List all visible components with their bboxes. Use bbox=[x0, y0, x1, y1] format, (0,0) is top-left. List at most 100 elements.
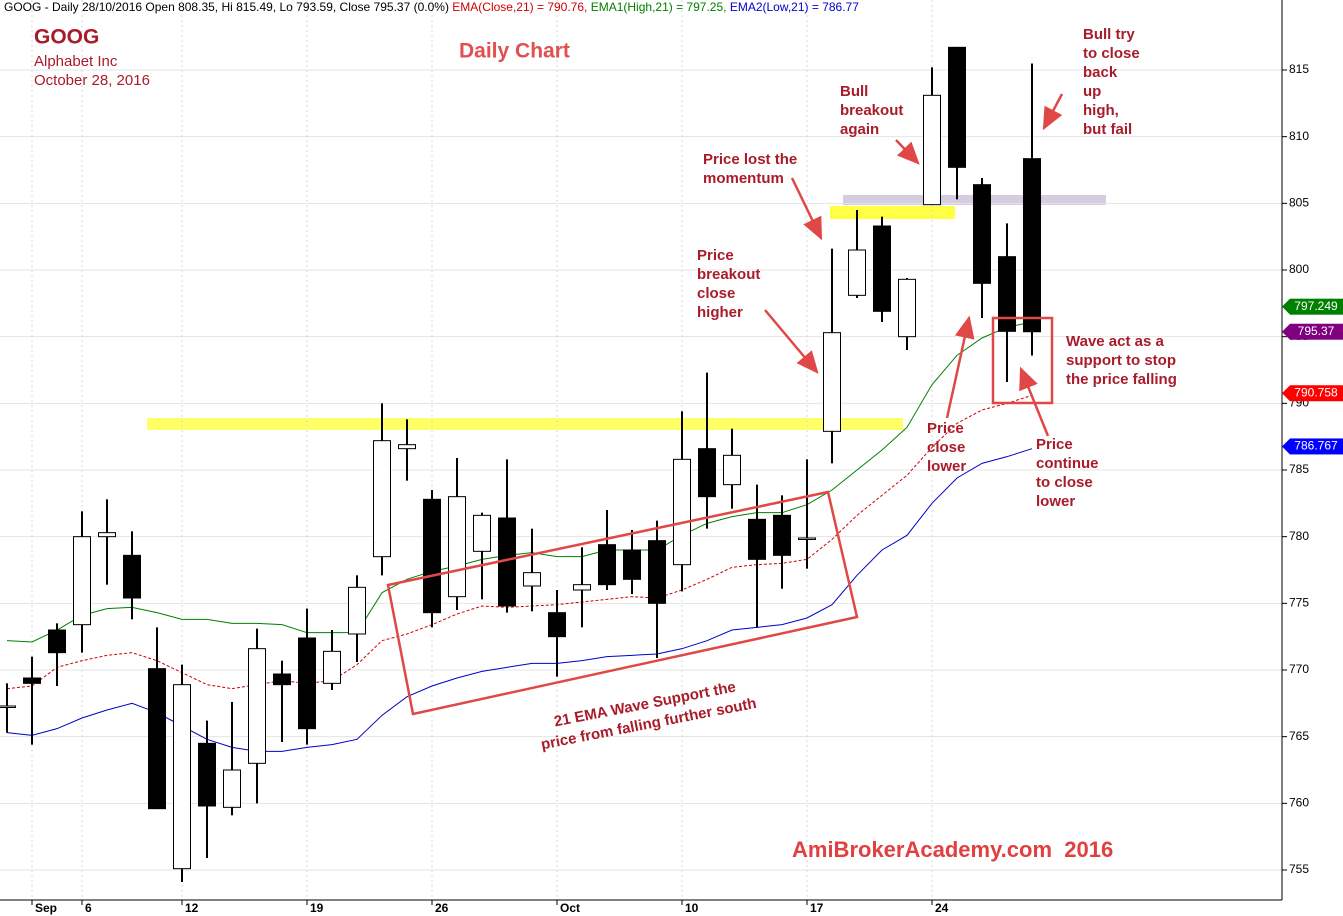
candle-body bbox=[348, 586, 366, 635]
price-tag bbox=[1290, 385, 1343, 402]
annotation: breakout bbox=[697, 266, 760, 283]
annotation: momentum bbox=[703, 170, 784, 187]
support-band bbox=[147, 418, 903, 430]
x-tick-label: 24 bbox=[935, 901, 949, 915]
candle-body bbox=[423, 498, 441, 614]
header-part: EMA2(Low,21) = 786.77 bbox=[730, 0, 859, 14]
candle-body bbox=[698, 448, 716, 498]
candle-body bbox=[748, 518, 766, 560]
candle-body bbox=[773, 514, 791, 556]
annotation: to close bbox=[1036, 474, 1093, 491]
x-tick-label: 19 bbox=[310, 901, 324, 915]
candle-body bbox=[898, 278, 916, 338]
resistance-band bbox=[830, 206, 955, 219]
candle-body bbox=[223, 769, 241, 808]
annotation: lower bbox=[927, 458, 966, 475]
candle-body bbox=[73, 536, 91, 626]
candle-body bbox=[0, 705, 16, 708]
annotation: lower bbox=[1036, 493, 1075, 510]
candle-body bbox=[998, 256, 1016, 332]
watermark: AmiBrokerAcademy.com 2016 bbox=[792, 837, 1113, 862]
price-tag-arrow bbox=[1282, 385, 1290, 402]
candle-body bbox=[798, 537, 816, 540]
header-part: EMA1(High,21) = 797.25, bbox=[591, 0, 727, 14]
ema-line bbox=[6, 321, 1033, 643]
x-tick-label: 6 bbox=[85, 901, 92, 915]
candle-body bbox=[23, 677, 41, 684]
x-tick-label: 26 bbox=[435, 901, 449, 915]
header-part: GOOG - Daily 28/10/2016 Open 808.35, Hi … bbox=[4, 0, 449, 14]
annotation: again bbox=[840, 121, 879, 138]
price-tag-arrow bbox=[1282, 323, 1290, 340]
highlight-box bbox=[386, 490, 859, 716]
candle-body bbox=[873, 225, 891, 312]
candle-body bbox=[598, 544, 616, 586]
candle-body bbox=[648, 540, 666, 604]
y-tick-label: 780 bbox=[1289, 529, 1309, 543]
arrow bbox=[1019, 366, 1050, 437]
arrow bbox=[895, 139, 920, 165]
price-tag-label: 797.249 bbox=[1294, 299, 1338, 313]
candle-body bbox=[373, 440, 391, 558]
annotation: Wave act as a bbox=[1066, 333, 1164, 350]
candle-body bbox=[198, 742, 216, 807]
background-layer bbox=[0, 0, 1282, 900]
price-tag bbox=[1290, 323, 1343, 340]
candle-body bbox=[1023, 158, 1041, 333]
y-tick-label: 815 bbox=[1289, 62, 1309, 76]
price-tag bbox=[1290, 438, 1343, 455]
annotation-layer bbox=[386, 93, 1064, 716]
candle-body bbox=[723, 454, 741, 486]
y-tick-label: 800 bbox=[1289, 262, 1309, 276]
candle-body bbox=[573, 584, 591, 591]
candle-body bbox=[923, 94, 941, 206]
annotation: close bbox=[697, 285, 735, 302]
candle-body bbox=[273, 673, 291, 686]
candle-body bbox=[248, 648, 266, 764]
annotation: the price falling bbox=[1066, 371, 1177, 388]
arrow bbox=[764, 309, 819, 374]
y-tick-label: 760 bbox=[1289, 796, 1309, 810]
arrow bbox=[790, 177, 823, 241]
candle-body bbox=[323, 650, 341, 684]
y-tick-label: 765 bbox=[1289, 729, 1309, 743]
candle-body bbox=[398, 444, 416, 450]
candle-body bbox=[548, 612, 566, 638]
annotation: high, bbox=[1083, 102, 1119, 119]
date: October 28, 2016 bbox=[34, 72, 150, 89]
candle-body bbox=[173, 684, 191, 870]
header: GOOG - Daily 28/10/2016 Open 808.35, Hi … bbox=[4, 0, 859, 14]
annotation: breakout bbox=[840, 102, 903, 119]
highlight-box bbox=[991, 316, 1054, 405]
x-tick-label: Sep bbox=[35, 901, 57, 915]
candle-body bbox=[123, 554, 141, 599]
plot-area bbox=[0, 46, 1041, 882]
ema-line bbox=[6, 394, 1033, 690]
price-tag-arrow bbox=[1282, 438, 1290, 455]
price-tag bbox=[1290, 298, 1343, 315]
annotation: Bull bbox=[840, 83, 868, 100]
price-tag-arrow bbox=[1282, 298, 1290, 315]
annotation: to close bbox=[1083, 45, 1140, 62]
candle-body bbox=[823, 332, 841, 432]
annotation: support to stop bbox=[1066, 352, 1176, 369]
header-part: EMA(Close,21) = 790.76, bbox=[452, 0, 587, 14]
x-tick-label: 17 bbox=[810, 901, 824, 915]
price-tag-label: 786.767 bbox=[1294, 439, 1338, 453]
candle-body bbox=[48, 629, 66, 654]
y-tick-label: 805 bbox=[1289, 196, 1309, 210]
candle-body bbox=[98, 532, 116, 538]
candle-body bbox=[623, 549, 641, 580]
x-tick-label: 12 bbox=[185, 901, 199, 915]
candle-body bbox=[298, 637, 316, 730]
candle-body bbox=[948, 46, 966, 168]
x-tick-label: 10 bbox=[685, 901, 699, 915]
candle-body bbox=[448, 496, 466, 598]
price-tag-label: 790.758 bbox=[1294, 385, 1338, 399]
annotation: but fail bbox=[1083, 121, 1132, 138]
chart-title: GOOG bbox=[34, 26, 99, 49]
candle-body bbox=[673, 458, 691, 566]
x-tick-label: Oct bbox=[560, 901, 580, 915]
